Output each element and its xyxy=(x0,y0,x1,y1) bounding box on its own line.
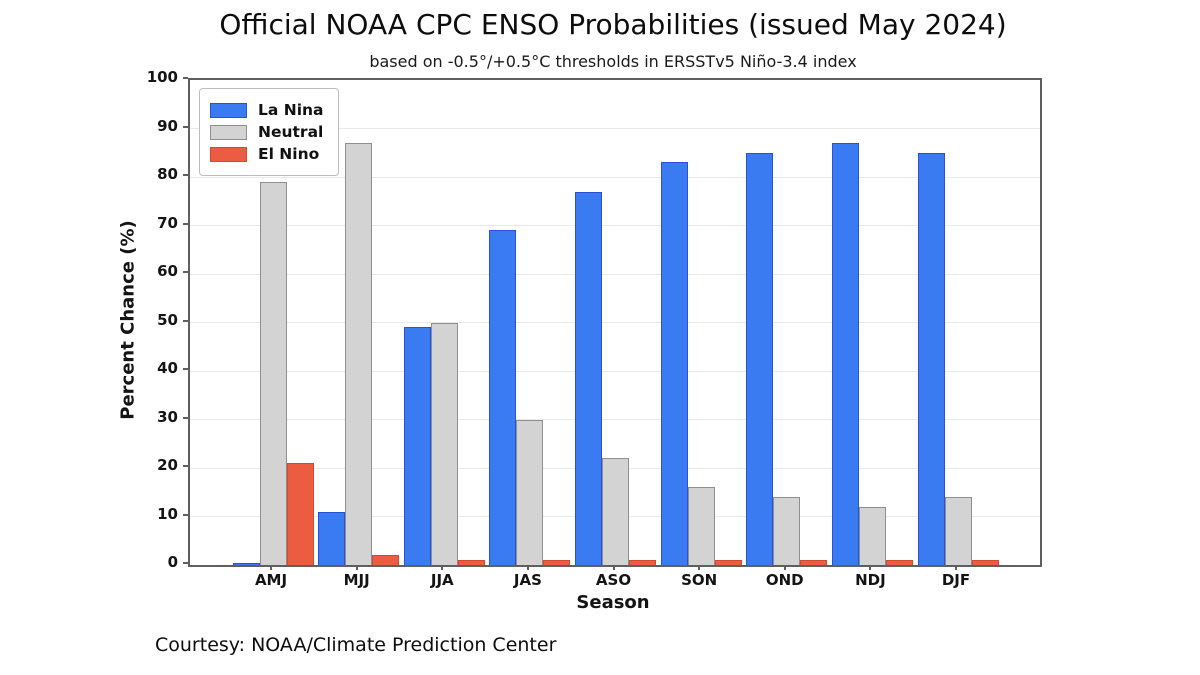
y-tick-mark xyxy=(183,174,188,176)
bar-neutral xyxy=(516,419,544,565)
x-tick-mark xyxy=(526,565,529,570)
bar-la-nina xyxy=(489,230,517,565)
bar-la-nina xyxy=(746,152,774,565)
bar-la-nina xyxy=(403,327,431,565)
x-tick-mark xyxy=(355,565,358,570)
y-tick-label: 50 xyxy=(157,310,178,329)
x-tick-mark xyxy=(869,565,872,570)
x-tick-label: ASO xyxy=(595,571,632,589)
bar-el-nino xyxy=(286,463,314,565)
bar-la-nina xyxy=(917,152,945,565)
bar-neutral xyxy=(944,497,972,565)
x-tick-label: AMJ xyxy=(254,571,288,589)
legend-label: La Nina xyxy=(258,101,324,119)
bar-el-nino xyxy=(457,560,485,565)
y-tick-label: 70 xyxy=(157,213,178,232)
x-tick-mark xyxy=(783,565,786,570)
x-tick-label: SON xyxy=(681,571,718,589)
x-tick-label: JJA xyxy=(430,571,454,589)
legend-label: El Nino xyxy=(258,145,320,163)
bar-el-nino xyxy=(629,560,656,565)
la-nina-swatch xyxy=(210,102,247,118)
legend-item-el-nino: El Nino xyxy=(210,145,324,163)
legend-item-la-nina: La Nina xyxy=(210,101,324,119)
y-tick-label: 80 xyxy=(157,165,178,183)
chart-title: Official NOAA CPC ENSO Probabilities (is… xyxy=(219,8,1007,41)
gridline xyxy=(190,128,1040,129)
bar-el-nino xyxy=(372,555,400,565)
plot-area: La Nina Neutral El Nino xyxy=(188,78,1042,567)
bar-neutral xyxy=(602,458,629,565)
bar-el-nino xyxy=(885,560,913,565)
x-axis-title: Season xyxy=(576,592,650,613)
bar-neutral xyxy=(687,487,715,565)
bar-neutral xyxy=(259,181,287,565)
bar-el-nino xyxy=(800,560,828,565)
bar-neutral xyxy=(430,322,458,565)
y-tick-label: 0 xyxy=(167,553,178,571)
legend-label: Neutral xyxy=(258,123,324,141)
y-tick-mark xyxy=(183,271,188,273)
x-tick-mark xyxy=(612,565,615,570)
y-tick-mark xyxy=(183,125,188,128)
bar-la-nina xyxy=(318,511,346,565)
gridline xyxy=(190,322,1040,323)
x-tick-label: OND xyxy=(765,571,804,589)
bar-neutral xyxy=(345,143,373,565)
gridline xyxy=(190,176,1040,178)
neutral-swatch xyxy=(210,124,247,140)
y-tick-label: 20 xyxy=(157,456,178,474)
gridline xyxy=(190,225,1040,226)
y-tick-label: 100 xyxy=(146,68,178,86)
legend: La Nina Neutral El Nino xyxy=(199,88,339,176)
courtesy-note: Courtesy: NOAA/Climate Prediction Center xyxy=(155,634,557,656)
y-tick-mark xyxy=(183,319,188,322)
bar-neutral xyxy=(773,497,801,565)
bar-la-nina xyxy=(831,143,859,565)
bar-la-nina xyxy=(660,162,688,565)
y-tick-label: 60 xyxy=(157,262,178,280)
bar-neutral xyxy=(858,506,886,565)
y-tick-label: 40 xyxy=(157,359,178,377)
x-tick-label: MJJ xyxy=(343,571,370,589)
x-tick-label: DJF xyxy=(941,571,971,589)
chart-subtitle: based on -0.5°/+0.5°C thresholds in ERSS… xyxy=(369,52,857,71)
bar-el-nino xyxy=(543,560,571,565)
x-tick-label: JAS xyxy=(513,571,542,589)
y-tick-mark xyxy=(183,513,188,516)
bar-el-nino xyxy=(971,560,999,565)
gridline xyxy=(190,273,1040,275)
x-tick-mark xyxy=(698,565,701,570)
y-tick-mark xyxy=(183,562,188,564)
y-tick-mark xyxy=(183,222,188,225)
y-tick-mark xyxy=(183,368,188,370)
bar-la-nina xyxy=(232,562,260,565)
gridline xyxy=(190,419,1040,420)
x-tick-mark xyxy=(955,565,957,570)
x-tick-label: NDJ xyxy=(855,571,886,589)
legend-item-neutral: Neutral xyxy=(210,123,324,141)
y-tick-mark xyxy=(183,77,188,79)
x-tick-mark xyxy=(441,565,444,570)
bar-la-nina xyxy=(575,191,602,565)
y-tick-mark xyxy=(183,465,188,467)
gridline xyxy=(190,370,1040,372)
y-tick-label: 30 xyxy=(157,407,178,426)
y-tick-label: 10 xyxy=(157,504,178,523)
bar-el-nino xyxy=(714,560,742,565)
y-tick-mark xyxy=(183,416,188,419)
el-nino-swatch xyxy=(210,146,247,162)
x-tick-mark xyxy=(270,565,272,570)
y-tick-label: 90 xyxy=(157,116,178,135)
